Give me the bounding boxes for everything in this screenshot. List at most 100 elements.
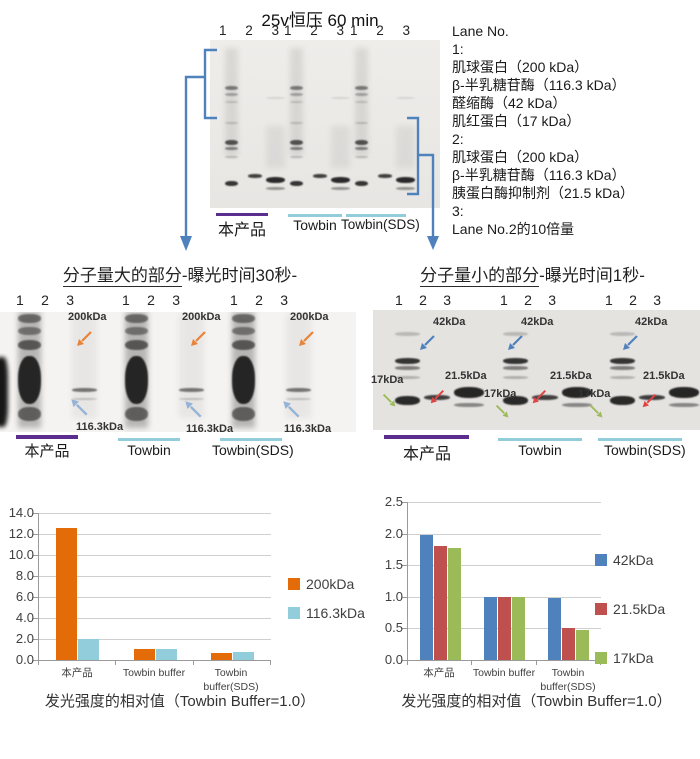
lane-number: 3 — [443, 292, 451, 308]
lane-number: 3 — [271, 23, 279, 38]
product-underline — [384, 435, 469, 439]
towbin-sds-underline — [346, 214, 406, 217]
legend-swatch-icon — [595, 652, 607, 664]
protein-band — [355, 140, 368, 145]
towbin-sds-underline — [598, 438, 682, 441]
chart-caption: 发光强度的相对值（Towbin Buffer=1.0） — [44, 693, 316, 710]
protein-band — [503, 332, 528, 336]
buffer-label-product: 本产品 — [402, 446, 451, 463]
y-tick-label: 2.5 — [384, 494, 403, 509]
protein-band — [355, 101, 368, 103]
small-mw-title-suffix: -曝光时间1秒- — [539, 266, 645, 285]
protein-band — [331, 187, 350, 190]
protein-band — [225, 147, 238, 150]
buffer-label-towbin: Towbin — [293, 217, 337, 233]
protein-band — [225, 86, 238, 90]
bar-42kDa-2 — [548, 598, 561, 660]
protein-band — [395, 396, 420, 405]
gridline — [408, 534, 601, 535]
y-axis-tick — [402, 565, 408, 566]
arrow-17kda-icon — [588, 403, 605, 420]
lane-number: 3 — [280, 292, 288, 308]
arrow-21kda-icon — [530, 388, 548, 406]
legend-swatch-icon — [595, 554, 607, 566]
lane-legend-line: 2: — [452, 131, 464, 147]
bar-116.3kDa-0 — [78, 639, 99, 660]
protein-band — [454, 387, 484, 398]
protein-band — [503, 376, 528, 379]
marker-21kda-label: 21.5kDa — [643, 370, 685, 382]
towbin-underline — [118, 438, 180, 441]
lane-number: 2 — [255, 292, 263, 308]
protein-band — [454, 403, 484, 407]
gridline — [39, 576, 271, 577]
marker-42kda-label: 42kDa — [433, 316, 466, 328]
legend-label: 200kDa — [306, 576, 355, 592]
lane-number: 1 — [350, 23, 358, 38]
protein-band — [125, 340, 148, 350]
protein-band — [266, 177, 285, 183]
arrow-17kda-icon — [381, 392, 398, 409]
marker-17kda-label: 17kDa — [371, 374, 404, 386]
x-axis-tick — [471, 660, 472, 665]
y-axis-tick — [402, 502, 408, 503]
arrow-42kda-icon — [505, 333, 525, 353]
bar-17kDa-1 — [512, 597, 525, 660]
y-tick-label: 0.5 — [384, 620, 403, 635]
legend-swatch-icon — [288, 578, 300, 590]
y-tick-label: 8.0 — [15, 568, 34, 583]
x-axis-tick — [115, 660, 116, 665]
protein-band — [179, 388, 204, 392]
lane-legend-line: 胰蛋白酶抑制剂（21.5 kDa） — [452, 185, 635, 201]
y-tick-label: 2.0 — [15, 631, 34, 646]
marker-116kda-label: 116.3kDa — [76, 421, 124, 433]
protein-band — [290, 122, 303, 124]
gel-lane-numbers-3: 1 2 3 — [350, 23, 410, 38]
marker-116kda-label: 116.3kDa — [284, 423, 332, 435]
bar-42kDa-0 — [420, 535, 433, 660]
protein-band — [290, 147, 303, 150]
y-tick-label: 14.0 — [8, 505, 34, 520]
lane-number: 3 — [172, 292, 180, 308]
legend-label: 17kDa — [613, 650, 654, 666]
product-underline — [216, 213, 268, 216]
gridline — [39, 597, 271, 598]
arrow-116kda-icon — [68, 396, 90, 418]
legend-item: 42kDa — [595, 552, 665, 568]
page-title: 25v恒压 60 min — [261, 11, 379, 30]
x-category-label: Towbin buffer — [122, 667, 186, 679]
y-axis-tick — [402, 660, 408, 661]
protein-band — [179, 398, 204, 400]
arrow-116kda-icon — [280, 398, 302, 420]
bar-116.3kDa-2 — [233, 652, 254, 660]
protein-band — [562, 387, 592, 398]
lane-number: 1 — [395, 292, 403, 308]
protein-band — [395, 358, 420, 364]
marker-21kda-label: 21.5kDa — [445, 370, 487, 382]
legend-label: 42kDa — [613, 552, 654, 568]
y-tick-label: 2.0 — [384, 526, 403, 541]
lane-number: 2 — [524, 292, 532, 308]
chart-legend: 200kDa 116.3kDa — [288, 576, 365, 634]
lane-smear — [266, 126, 285, 168]
lane-legend-line: 肌球蛋白（200 kDa） — [452, 149, 589, 165]
protein-band — [331, 177, 350, 183]
lane-number: 1 — [605, 292, 613, 308]
protein-band — [355, 147, 368, 150]
lane-legend-line: 肌红蛋白（17 kDa） — [452, 113, 581, 129]
lane-legend: Lane No. 1: 肌球蛋白（200 kDa） β-半乳糖苷酶（116.3 … — [452, 22, 698, 238]
protein-band — [355, 122, 368, 124]
protein-band — [396, 187, 415, 190]
arrow-200kda-icon — [74, 329, 94, 349]
arrow-21kda-icon — [428, 388, 446, 406]
protein-band — [610, 332, 635, 336]
lane-legend-heading: Lane No. — [452, 23, 509, 39]
buffer-label-towbin-sds: Towbin(SDS) — [604, 442, 686, 458]
marker-42kda-label: 42kDa — [635, 316, 668, 328]
protein-band — [225, 101, 238, 103]
lane-smear — [72, 314, 97, 418]
lane-number: 2 — [376, 23, 384, 38]
bar-21.5kDa-2 — [562, 628, 575, 660]
